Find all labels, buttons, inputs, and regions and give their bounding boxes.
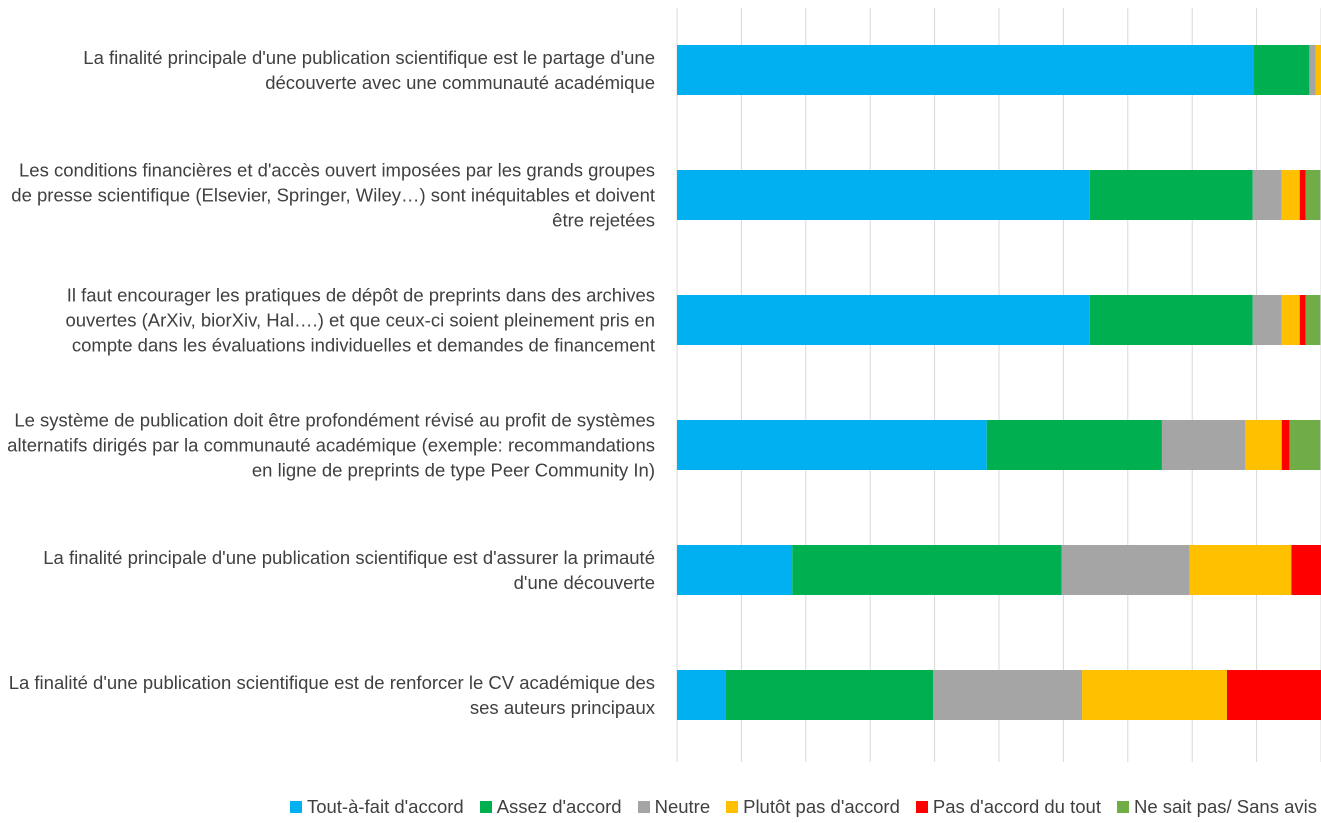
bar-segment (677, 170, 1090, 220)
bar-segment (1299, 295, 1306, 345)
bar-segment (1161, 420, 1246, 470)
bar-segment (1189, 545, 1292, 595)
bar-segment (986, 420, 1162, 470)
bar-segment (1305, 295, 1321, 345)
bar-segment (1253, 45, 1310, 95)
category-label: Les conditions financières et d'accès ou… (11, 159, 655, 231)
category-label: La finalité d'une publication scientifiq… (8, 672, 655, 718)
legend-swatch (637, 801, 650, 813)
bar-segment (1299, 170, 1306, 220)
legend-swatch (915, 801, 928, 813)
legend-item: Pas d'accord du tout (915, 796, 1101, 818)
bar-segment (677, 670, 726, 720)
bar-segment (1281, 170, 1300, 220)
bar-segment (1089, 295, 1253, 345)
legend-item: Neutre (637, 796, 711, 818)
legend-label: Tout-à-fait d'accord (306, 796, 464, 817)
legend-item: Plutôt pas d'accord (726, 796, 900, 818)
bar-segment (1309, 45, 1316, 95)
legend-label: Assez d'accord (496, 796, 622, 817)
bar-segment (1291, 545, 1321, 595)
bar-segment (677, 545, 793, 595)
bar-segment (677, 420, 987, 470)
bar-segment (1305, 170, 1321, 220)
bar-segment (1252, 295, 1282, 345)
legend-item: Assez d'accord (479, 796, 622, 818)
bar-segment (1089, 170, 1253, 220)
category-label: Le système de publication doit être prof… (7, 409, 655, 481)
bar-segment (1226, 670, 1321, 720)
bar-segment (725, 670, 934, 720)
bar-segment (792, 545, 1062, 595)
bar-segment (1315, 45, 1321, 95)
legend: Tout-à-fait d'accord Assez d'accord Neutre… (0, 796, 1321, 818)
bar-segment (1281, 420, 1290, 470)
category-label: La finalité principale d'une publication… (83, 47, 655, 93)
bar-segment (1281, 295, 1300, 345)
legend-item: Ne sait pas/ Sans avis (1116, 796, 1317, 818)
category-label: La finalité principale d'une publication… (43, 547, 655, 593)
bar-segment (1245, 420, 1282, 470)
legend-label: Ne sait pas/ Sans avis (1133, 796, 1317, 817)
bar-segment (1082, 670, 1227, 720)
legend-label: Pas d'accord du tout (932, 796, 1101, 817)
legend-swatch (479, 801, 492, 813)
category-label: Il faut encourager les pratiques de dépô… (65, 284, 655, 356)
legend-label: Plutôt pas d'accord (743, 796, 900, 817)
legend-swatch (289, 801, 302, 813)
bar-segment (933, 670, 1083, 720)
bar-segment (1061, 545, 1190, 595)
legend-item: Tout-à-fait d'accord (289, 796, 464, 818)
legend-label: Neutre (654, 796, 711, 817)
bar-segment (677, 295, 1090, 345)
bar-segment (677, 45, 1254, 95)
legend-swatch (726, 801, 739, 813)
legend-swatch (1116, 801, 1129, 813)
bar-segment (1252, 170, 1282, 220)
bar-segment (1289, 420, 1321, 470)
